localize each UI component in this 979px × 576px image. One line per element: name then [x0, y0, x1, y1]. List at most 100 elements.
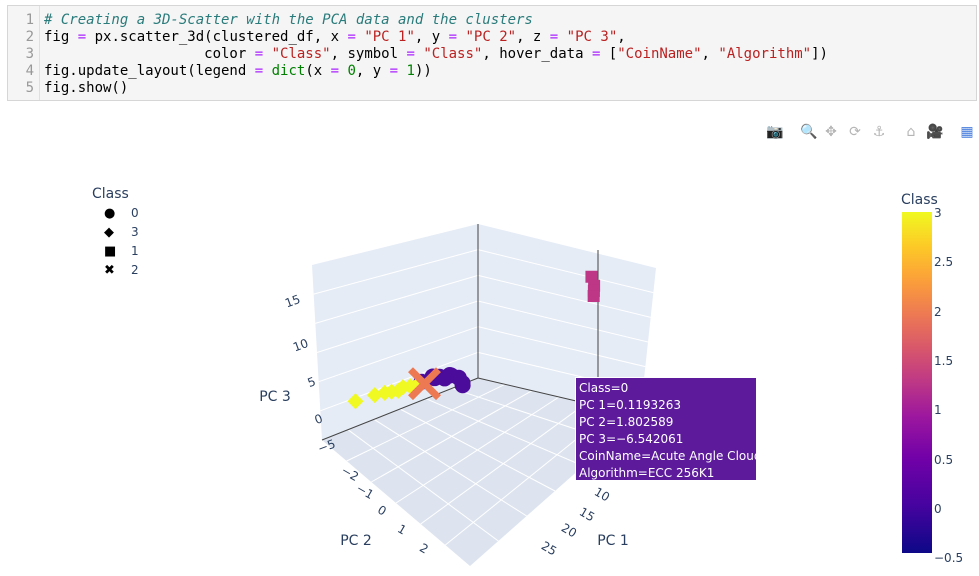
grid-line — [316, 300, 479, 353]
code-token: # Creating a 3D-Scatter with the PCA dat… — [44, 12, 533, 28]
colorbar-tick-label: 0.5 — [934, 452, 954, 467]
colorbar — [902, 212, 932, 553]
axis-edge — [321, 377, 479, 441]
code-token: = — [448, 29, 458, 45]
code-token: ]) — [811, 46, 828, 62]
code-text: fig = px.scatter_3d(clustered_df, x = "P… — [44, 29, 626, 46]
z-tick-label: 10 — [291, 336, 310, 354]
code-token: = — [406, 46, 415, 62]
legend-symbol-icon: ■ — [104, 244, 117, 259]
code-text: fig.show() — [44, 80, 128, 97]
series-0-point[interactable] — [436, 370, 453, 387]
code-token: = — [77, 29, 87, 45]
code-token: "PC 2" — [465, 29, 517, 45]
legend-label: 2 — [131, 263, 139, 277]
grid-line — [315, 274, 479, 324]
legend-title: Class — [92, 186, 129, 202]
code-token: dict — [271, 63, 306, 79]
code-token: [ — [600, 46, 618, 62]
code-token: = — [549, 29, 559, 45]
code-token — [263, 63, 271, 79]
series-3-point[interactable] — [347, 393, 364, 410]
code-token: , z — [516, 29, 550, 45]
grid-line — [477, 326, 646, 368]
code-text: fig.update_layout(legend = dict(x = 0, y… — [44, 63, 432, 80]
code-text: # Creating a 3D-Scatter with the PCA dat… — [44, 12, 533, 29]
code-token: = — [254, 63, 264, 79]
legend-symbol-icon: ● — [104, 206, 116, 221]
camera-icon[interactable]: 📷 — [766, 124, 784, 140]
code-token: , — [701, 46, 719, 62]
code-token: , y — [355, 63, 390, 79]
series-1-point[interactable] — [587, 290, 600, 303]
line-number: 2 — [25, 29, 34, 45]
y-axis-title: PC 2 — [340, 533, 372, 549]
code-token — [558, 29, 566, 45]
x-tick-label: 15 — [577, 505, 597, 525]
z-tick-label: 0 — [313, 411, 325, 427]
code-token — [263, 46, 271, 62]
zoom-icon[interactable]: 🔍 — [800, 124, 818, 140]
colorbar-tick-label: 1 — [934, 403, 942, 418]
code-token: = — [347, 29, 356, 45]
colorbar-title: Class — [901, 192, 938, 208]
code-token: , y — [414, 29, 449, 45]
back-wall-right — [478, 224, 656, 416]
hover-line: Class=0 — [579, 381, 629, 395]
code-token: , symbol — [330, 46, 407, 62]
code-token: "Class" — [271, 46, 331, 62]
y-tick-label: 1 — [395, 522, 409, 538]
code-token: = — [389, 63, 399, 79]
reset-camera-icon[interactable]: 🎥 — [926, 124, 944, 140]
x-tick-label: 20 — [559, 521, 579, 541]
code-token: = — [591, 46, 601, 62]
legend-symbol-icon: ◆ — [104, 225, 114, 240]
line-number: 5 — [25, 80, 34, 96]
colorbar-tick-label: 1.5 — [934, 353, 954, 368]
colorbar-tick-label: 3 — [934, 206, 942, 220]
grid-line — [313, 249, 479, 295]
series-0-point[interactable] — [454, 377, 471, 394]
grid-line — [477, 274, 651, 318]
code-token: fig — [44, 29, 78, 45]
grid-line — [318, 326, 479, 383]
colorbar-tick-label: 2 — [934, 304, 942, 319]
hover-line: PC 2=1.802589 — [579, 415, 674, 429]
y-tick-label: 0 — [375, 503, 389, 519]
colorbar-tick-label: 2.5 — [934, 255, 954, 270]
code-token — [398, 63, 406, 79]
z-tick-label: −5 — [316, 437, 337, 456]
home-icon[interactable]: ⌂ — [906, 124, 916, 140]
legend-label: 3 — [131, 225, 139, 239]
y-tick-label: 2 — [417, 541, 431, 557]
grid-line — [477, 249, 654, 294]
grid-line — [320, 351, 479, 412]
code-token: "CoinName" — [617, 46, 702, 62]
code-token: "PC 1" — [364, 29, 415, 45]
code-token — [457, 29, 465, 45]
orbit-icon[interactable]: ⟳ — [849, 124, 861, 140]
pan-icon[interactable]: ✥ — [825, 124, 837, 140]
code-token: px.scatter_3d(clustered_df, x — [86, 29, 348, 45]
code-token: fig.update_layout(legend — [44, 63, 255, 79]
hover-line: Algorithm=ECC 256K1 — [579, 466, 715, 480]
legend-symbol-icon: ✖ — [104, 263, 115, 278]
code-text: color = "Class", symbol = "Class", hover… — [44, 46, 828, 63]
hover-line: CoinName=Acute Angle Cloud — [579, 449, 762, 463]
plotly-logo-icon[interactable]: ▦ — [960, 124, 974, 140]
code-cell[interactable]: 1 # Creating a 3D-Scatter with the PCA da… — [7, 5, 977, 101]
z-tick-label: 15 — [283, 292, 302, 310]
colorbar-tick-label: 0 — [934, 501, 942, 516]
series-1-point[interactable] — [585, 270, 598, 283]
code-token: , hover_data — [482, 46, 592, 62]
legend-label: 0 — [131, 206, 139, 220]
line-number-gutter — [39, 6, 40, 100]
code-token: color — [44, 46, 255, 62]
series-2-point[interactable] — [408, 367, 441, 401]
z-tick-label: 5 — [306, 374, 318, 390]
floor-plane — [322, 378, 640, 566]
code-token: 1 — [406, 63, 415, 79]
turntable-icon[interactable]: ⚓ — [872, 124, 886, 140]
code-token: "Algorithm" — [718, 46, 812, 62]
